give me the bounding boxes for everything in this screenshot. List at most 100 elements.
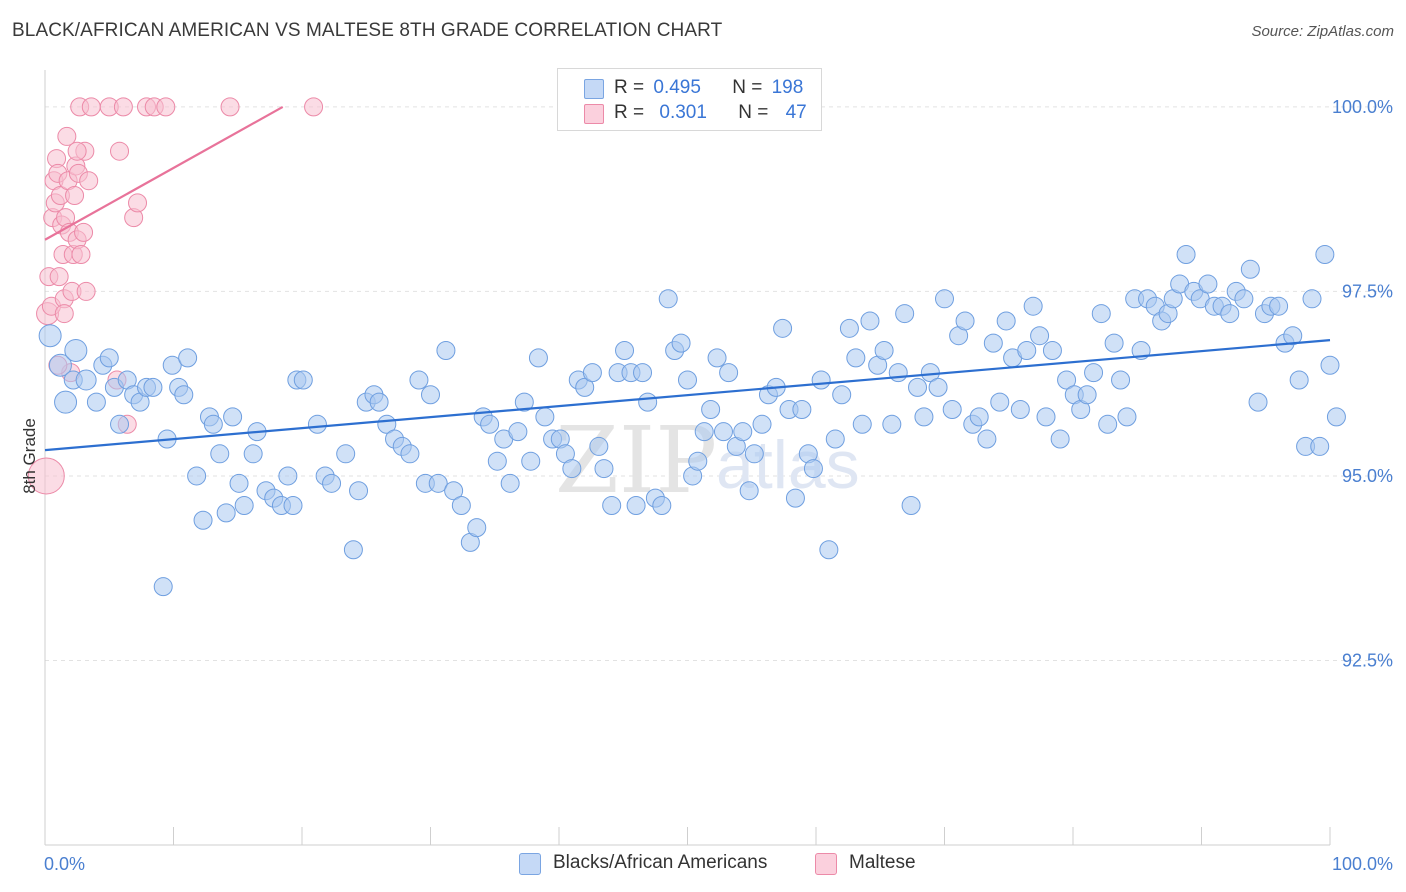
blue-points-point-177	[1240, 259, 1260, 279]
blue-points-point-114	[811, 370, 831, 390]
blue-points-point-187	[1310, 436, 1330, 456]
pink-points-point-42	[220, 97, 240, 117]
blue-points-point-23	[193, 510, 213, 530]
bottom-legend-swatch-blue	[519, 853, 541, 875]
blue-points-point-124	[882, 414, 902, 434]
blue-points-point-93	[678, 370, 697, 390]
blue-points-point-89	[652, 495, 672, 515]
blue-points-point-115	[819, 540, 839, 560]
blue-points-point-2	[54, 390, 78, 414]
legend-pink-n-value: 47	[785, 102, 807, 123]
bottom-legend-label-blacks: Blacks/African Americans	[553, 852, 768, 873]
pink-points-point-15	[57, 126, 77, 146]
blacks-points	[38, 245, 1346, 597]
blue-points-point-15	[143, 377, 163, 397]
blue-points-point-132	[935, 289, 954, 309]
blue-points-point-87	[638, 392, 658, 412]
source-label: Source: ZipAtlas.com	[1251, 23, 1394, 40]
trend-line-maltese	[44, 105, 284, 241]
blue-points-point-104	[744, 444, 764, 464]
blue-points-point-31	[243, 444, 263, 464]
blue-points-point-6	[86, 392, 106, 412]
blue-points-point-80	[594, 459, 614, 479]
blue-points-point-133	[942, 400, 962, 420]
blue-points-point-61	[467, 518, 487, 538]
blue-points-point-26	[210, 444, 230, 464]
pink-points-point-26	[71, 245, 91, 265]
blue-points-point-57	[436, 340, 456, 360]
pink-points-point-46	[67, 141, 87, 161]
blue-points-point-102	[733, 422, 753, 442]
pink-points-point-34	[110, 141, 130, 161]
blue-points-point-43	[336, 444, 356, 464]
blue-points-point-75	[562, 459, 582, 479]
blue-points-point-45	[349, 481, 369, 501]
pink-points-point-30	[79, 171, 99, 191]
legend-swatch-blue	[584, 79, 604, 99]
blue-points-point-159	[1117, 407, 1137, 427]
blue-points-point-149	[1050, 429, 1070, 449]
blue-points-point-5	[75, 369, 97, 391]
blue-points-point-68	[514, 392, 534, 412]
blue-points-point-59	[451, 495, 471, 515]
blue-points-point-105	[752, 414, 772, 434]
blue-points-point-118	[839, 318, 859, 338]
blue-points-point-129	[914, 407, 934, 427]
blue-points-point-48	[369, 392, 389, 412]
blue-points-point-150	[1057, 370, 1077, 390]
y-axis-label: 8th Grade	[20, 418, 39, 494]
legend-pink-r-label: R =	[614, 102, 645, 123]
blue-points-point-110	[785, 488, 805, 508]
tick-labels: 92.5% 95.0% 97.5% 100.0% 0.0% 100.0%	[44, 97, 1393, 874]
legend-pink-r-value: 0.301	[659, 102, 707, 123]
blue-points-point-174	[1220, 304, 1240, 324]
blue-points-point-116	[825, 429, 845, 449]
maltese-points	[27, 97, 324, 495]
blue-points-point-86	[633, 363, 653, 383]
pink-points-point-43	[304, 97, 324, 117]
blue-points-point-92	[671, 333, 691, 353]
pink-points-point-21	[65, 185, 85, 205]
blue-points-point-44	[343, 540, 363, 560]
x-tick-label-max: 100.0%	[1332, 854, 1393, 874]
blue-points-point-83	[615, 340, 635, 360]
y-tick-label-1: 95.0%	[1342, 466, 1393, 486]
blue-points-point-16	[153, 577, 173, 597]
pink-points-point-9	[49, 267, 69, 287]
blue-points-point-10	[110, 414, 130, 434]
trend-line-blacks	[44, 339, 1331, 452]
blue-points-point-153	[1077, 385, 1097, 405]
blue-points-point-143	[1010, 400, 1030, 420]
blue-points-point-85	[626, 495, 646, 515]
pink-points-point-31	[81, 97, 101, 117]
blue-points-point-90	[658, 289, 678, 309]
chart-title: BLACK/AFRICAN AMERICAN VS MALTESE 8TH GR…	[12, 20, 723, 41]
blue-points-point-36	[278, 466, 298, 486]
blue-points-point-154	[1084, 363, 1104, 383]
blue-points-point-69	[521, 451, 541, 471]
blue-points-point-97	[701, 400, 721, 420]
blue-points-point-183	[1283, 326, 1303, 346]
blue-points-point-123	[874, 340, 894, 360]
blue-points-point-52	[400, 444, 420, 464]
blue-points-point-28	[223, 407, 243, 427]
x-tick-label-min: 0.0%	[44, 854, 85, 874]
blue-points-point-64	[487, 451, 507, 471]
blue-points-point-131	[928, 377, 948, 397]
blue-points-point-156	[1098, 414, 1118, 434]
blue-points-point-100	[719, 363, 739, 383]
blue-points-point-171	[1198, 274, 1218, 294]
blue-points-point-126	[895, 304, 915, 324]
blue-points-point-96	[694, 422, 714, 442]
blue-points-point-155	[1091, 304, 1111, 324]
blue-points-point-184	[1289, 370, 1309, 390]
pink-points-point-38	[128, 193, 148, 213]
pink-points-point-45	[54, 304, 74, 324]
y-tick-label-3: 100.0%	[1332, 97, 1393, 117]
blue-points-point-145	[1023, 296, 1043, 316]
blue-points-point-81	[602, 495, 622, 515]
blue-points-point-117	[832, 385, 852, 405]
blue-points-point-190	[1326, 407, 1346, 427]
blue-points-point-144	[1017, 340, 1037, 360]
blue-points-point-148	[1042, 340, 1062, 360]
